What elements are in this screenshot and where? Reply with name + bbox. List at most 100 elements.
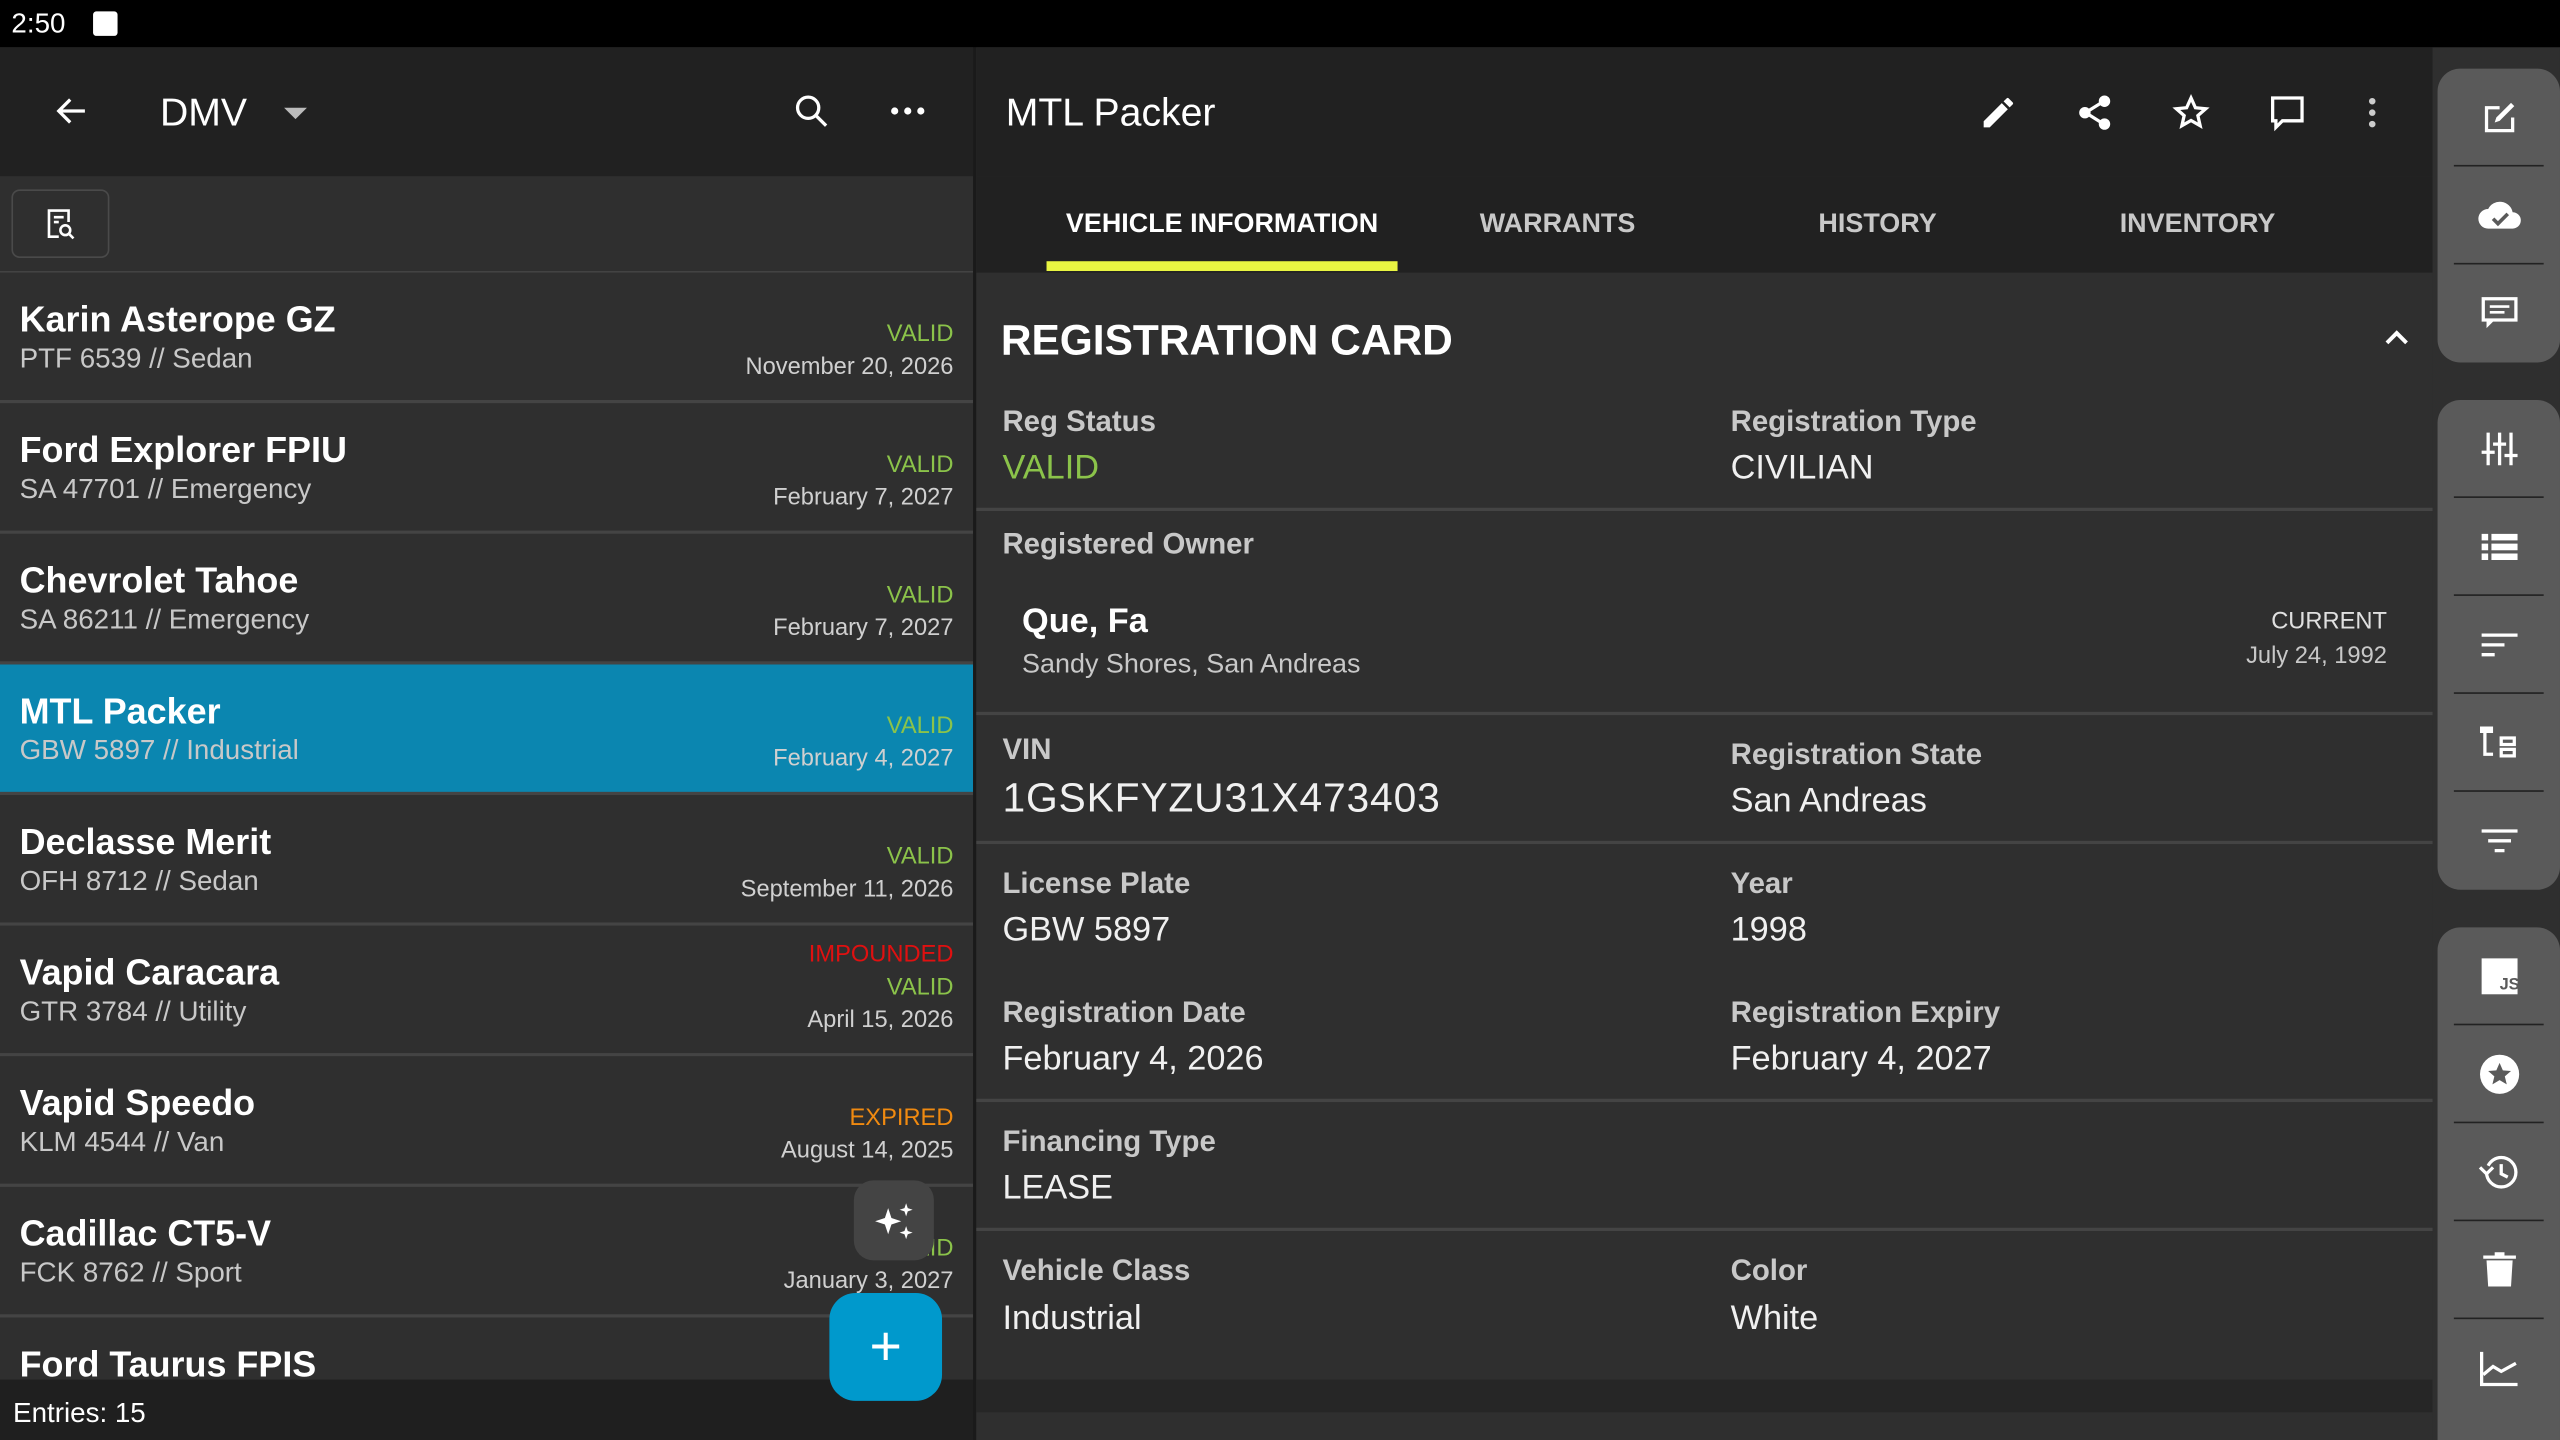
js-icon[interactable]: JS [2453,927,2544,1026]
comment-icon[interactable] [2264,90,2310,136]
history-icon[interactable] [2453,1123,2544,1222]
more-vertical-icon[interactable] [2349,90,2395,136]
vehicle-plate-type: KLM 4544 // Van [19,1126,225,1158]
vin-value: 1GSKFYZU31X473403 [1002,775,1441,822]
status-badge: IMPOUNDED [808,942,954,969]
financing-label: Financing Type [1002,1124,1216,1158]
star-icon[interactable] [2168,90,2214,136]
vehicle-detail-panel: MTL Packer VEHICLE INFORMATION WARRANTS … [976,47,2433,1440]
status-block: VALID February 7, 2027 [773,580,953,645]
divider [976,1098,2433,1103]
status-block: EXPIRED August 14, 2025 [781,1102,953,1167]
expiry-date: April 15, 2026 [807,1007,954,1034]
vehicle-plate-type: OFH 8712 // Sedan [19,865,259,897]
star-circle-icon[interactable] [2453,1025,2544,1124]
tab-warrants[interactable]: WARRANTS [1479,208,1636,239]
vehicle-plate-type: SA 86211 // Emergency [19,604,310,636]
vehicle-name: Karin Asterope GZ [19,298,336,340]
list-item[interactable]: Vapid Caracara GTR 3784 // Utility IMPOUND… [0,925,974,1057]
reg-type-label: Registration Type [1730,404,1977,438]
search-document-icon [44,207,77,240]
chart-icon[interactable] [2454,1319,2544,1417]
financing-value: LEASE [1002,1168,1114,1207]
reg-expiry-label: Registration Expiry [1730,995,2001,1029]
expiry-date: February 7, 2027 [773,615,954,642]
delete-icon[interactable] [2453,1221,2544,1320]
filter-icon[interactable] [2454,792,2544,890]
sort-icon[interactable] [2453,596,2544,694]
new-note-icon[interactable] [2453,69,2544,167]
collapse-chevron-icon[interactable] [2377,318,2416,357]
tab-inventory[interactable]: INVENTORY [2119,208,2276,239]
reg-type-value: CIVILIAN [1730,448,1874,487]
sidebar-group-2 [2437,399,2560,890]
color-value: White [1730,1299,1819,1338]
svg-text:JS: JS [2499,975,2519,993]
tool-sidebar: JS [2432,47,2560,1440]
list-item[interactable]: Karin Asterope GZ PTF 6539 // Sedan VALID N… [0,272,974,404]
panel-divider[interactable] [973,47,977,1440]
sidebar-group-3: JS [2437,927,2560,1440]
vehicle-plate-type: FCK 8762 // Sport [19,1257,242,1289]
list-title[interactable]: DMV [159,91,248,136]
sidebar-group-1 [2437,68,2560,363]
vehicle-name: Cadillac CT5-V [19,1213,272,1254]
tree-icon[interactable] [2453,694,2544,792]
status-block: VALID November 20, 2026 [746,318,954,383]
divider [976,711,2433,716]
detail-title: MTL Packer [1005,91,1216,136]
list-item[interactable]: Declasse Merit OFH 8712 // Sedan VALID Sept… [0,795,974,926]
expiry-date: February 7, 2027 [773,484,954,512]
owner-name: Que, Fa [1022,602,1148,640]
list-toolbar [0,176,974,273]
list-item[interactable]: Chevrolet Tahoe SA 86211 // Emergency VALI… [0,533,974,665]
list-icon[interactable] [2453,498,2544,596]
year-label: Year [1730,866,1793,900]
divider [976,507,2433,512]
tune-icon[interactable] [2453,400,2544,498]
list-item[interactable]: MTL Packer GBW 5897 // Industrial VALID Feb… [0,664,974,796]
card-title: REGISTRATION CARD [1000,315,1453,365]
status-block: VALID February 4, 2027 [773,710,953,775]
tab-history[interactable]: HISTORY [1818,208,1937,239]
entries-count: Entries: 15 [0,1379,974,1440]
back-arrow-icon[interactable] [49,88,95,134]
tab-vehicle-information[interactable]: VEHICLE INFORMATION [1065,208,1379,239]
more-horizontal-icon[interactable] [885,88,931,134]
plate-label: License Plate [1002,866,1191,900]
reg-expiry-value: February 4, 2027 [1730,1039,1992,1078]
status-block: VALID February 7, 2027 [773,449,953,514]
dropdown-icon[interactable] [284,107,307,120]
status-badge: VALID [886,844,954,871]
cloud-done-icon[interactable] [2453,167,2544,265]
ai-sparkle-button[interactable] [853,1180,934,1261]
list-item[interactable]: Ford Explorer FPIU SA 47701 // Emergency V… [0,403,974,534]
status-block: VALID September 11, 2026 [741,841,954,906]
vehicle-name: Ford Explorer FPIU [19,429,347,471]
expiry-date: November 20, 2026 [745,354,954,381]
status-time: 2:50 [11,8,66,40]
message-icon[interactable] [2454,264,2544,362]
vehicle-name: Vapid Caracara [19,951,280,993]
card-separator [976,1379,2433,1413]
search-icon[interactable] [789,88,835,134]
edit-icon[interactable] [1976,90,2022,136]
search-records-button[interactable] [11,189,110,258]
vehicle-name: Vapid Speedo [19,1082,256,1124]
divider [976,1227,2433,1232]
status-block: IMPOUNDED VALID April 15, 2026 [807,939,953,1037]
status-badge: EXPIRED [849,1105,954,1132]
status-badge: VALID [886,713,954,740]
vehicle-list-panel: DMV Karin Asterope GZ PTF 6539 // Sedan VA… [0,47,974,1440]
list-header: DMV [0,47,974,177]
vehicle-class-value: Industrial [1002,1299,1142,1338]
expiry-date: February 4, 2027 [773,746,954,773]
status-badge: VALID [886,974,954,1001]
vehicle-name: Chevrolet Tahoe [19,559,299,601]
sparkle-icon [871,1198,917,1244]
add-entry-button[interactable]: + [829,1293,943,1401]
expiry-date: September 11, 2026 [740,876,954,903]
list-item[interactable]: Vapid Speedo KLM 4544 // Van EXPIRED August… [0,1056,974,1187]
share-icon[interactable] [2072,90,2118,136]
